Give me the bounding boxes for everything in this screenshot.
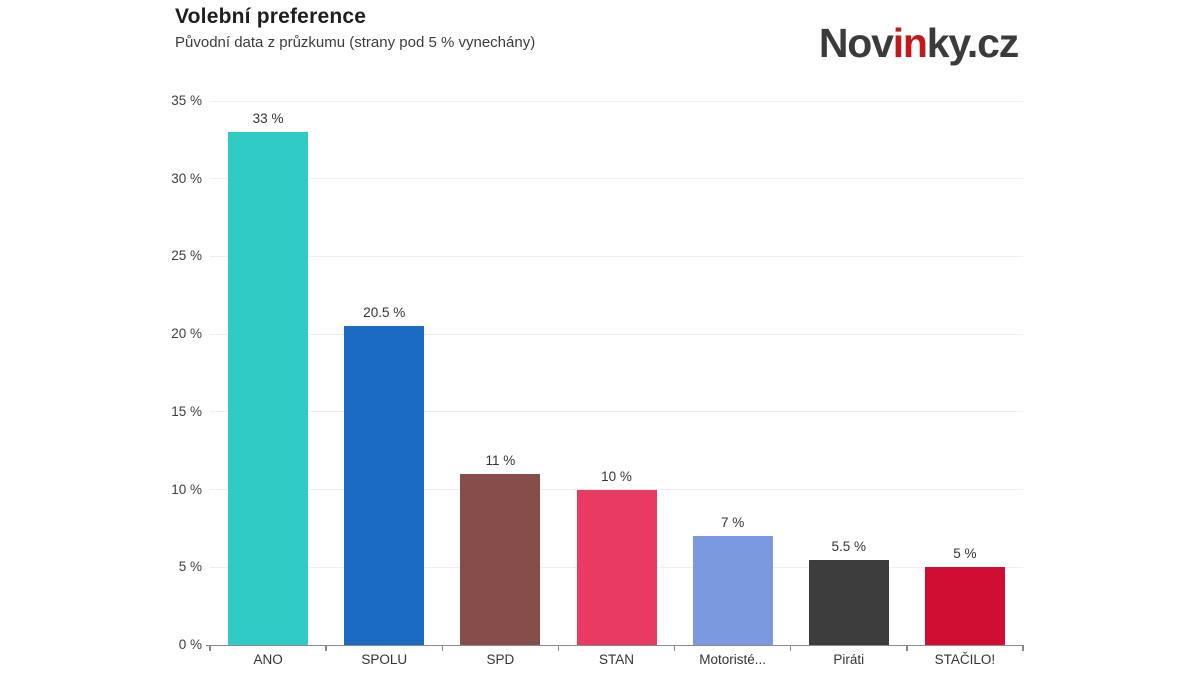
- bar-value-label: 33 %: [252, 111, 284, 127]
- x-axis-tick: [906, 645, 908, 651]
- x-axis-tick: [1022, 645, 1024, 651]
- gridline: [210, 255, 1023, 257]
- x-axis-tick: [673, 645, 676, 651]
- x-tick-label: SPD: [486, 652, 515, 667]
- bar-value-label: 5 %: [953, 546, 977, 562]
- x-tick-label: STAN: [598, 652, 634, 667]
- y-tick-label: 5 %: [178, 559, 202, 575]
- bar-value-label: 7 %: [721, 515, 745, 531]
- x-axis-tick: [441, 645, 444, 651]
- x-tick-label: Motoristé...: [699, 652, 767, 667]
- bar-ANO: [228, 132, 309, 645]
- y-tick-label: 25 %: [171, 248, 202, 264]
- bar-value-label: 5.5 %: [831, 538, 867, 554]
- x-axis-tick: [557, 645, 560, 651]
- gridline: [210, 489, 1023, 491]
- x-tick-label: SPOLU: [361, 652, 408, 667]
- chart-title: Volební preference: [175, 5, 367, 28]
- bar-STAČILO!: [924, 567, 1005, 645]
- bar-Piráti: [808, 559, 889, 645]
- logo-part-accent: in: [892, 20, 928, 66]
- gridline: [210, 100, 1023, 102]
- bar-value-label: 11 %: [485, 453, 516, 469]
- logo-part-dark-2: ky.cz: [926, 20, 1019, 66]
- bar-value-label: 10 %: [601, 468, 632, 484]
- x-tick-label: STAČILO!: [934, 652, 996, 667]
- logo-part-dark-1: Nov: [818, 20, 894, 66]
- bar-STAN: [576, 489, 657, 645]
- y-tick-label: 35 %: [171, 93, 202, 108]
- y-tick-label: 0 %: [178, 637, 202, 652]
- gridline: [210, 411, 1023, 413]
- novinky-logo[interactable]: Novinky.cz: [818, 20, 1019, 67]
- bar-SPD: [460, 474, 541, 645]
- y-tick-label: 15 %: [171, 403, 202, 419]
- gridline: [210, 333, 1023, 335]
- x-axis-line: [206, 644, 1023, 646]
- bar-value-label: 20.5 %: [363, 305, 406, 321]
- y-tick-label: 20 %: [171, 326, 202, 342]
- y-tick-label: 10 %: [171, 481, 202, 497]
- gridline: [210, 178, 1023, 180]
- x-axis-tick: [325, 645, 327, 651]
- x-tick-label: ANO: [253, 652, 283, 667]
- bar-Motoristé...: [692, 536, 773, 645]
- x-axis-tick: [789, 645, 792, 651]
- bar-SPOLU: [344, 326, 425, 645]
- x-axis-tick: [209, 645, 211, 651]
- x-tick-label: Piráti: [833, 652, 865, 667]
- chart-subtitle: Původní data z průzkumu (strany pod 5 % …: [175, 34, 536, 51]
- bar-chart-plot-area: 0 % 5 % 10 % 15 % 20 % 25 % 30 % 35 % 33 % ANO 20.…: [171, 93, 1024, 667]
- y-tick-label: 30 %: [171, 170, 202, 186]
